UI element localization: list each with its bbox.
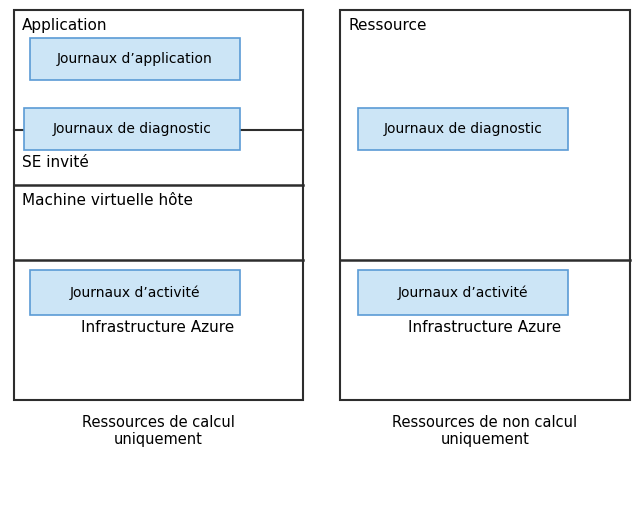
Text: SE invité: SE invité — [22, 155, 89, 170]
Text: Infrastructure Azure: Infrastructure Azure — [82, 320, 234, 335]
Text: Application: Application — [22, 18, 107, 33]
Bar — [30, 270, 240, 315]
Text: Journaux d’activité: Journaux d’activité — [70, 285, 200, 300]
Text: Infrastructure Azure: Infrastructure Azure — [408, 320, 562, 335]
Bar — [358, 108, 568, 150]
Text: Journaux de diagnostic: Journaux de diagnostic — [53, 122, 211, 136]
Text: Ressources de calcul
uniquement: Ressources de calcul uniquement — [82, 415, 234, 448]
Bar — [24, 108, 240, 150]
Text: Journaux de diagnostic: Journaux de diagnostic — [383, 122, 542, 136]
Bar — [14, 10, 303, 400]
Text: Ressource: Ressource — [348, 18, 426, 33]
Text: Journaux d’activité: Journaux d’activité — [398, 285, 528, 300]
Text: Ressources de non calcul
uniquement: Ressources de non calcul uniquement — [392, 415, 578, 448]
Bar — [30, 38, 240, 80]
Text: Journaux d’application: Journaux d’application — [57, 52, 213, 66]
Bar — [358, 270, 568, 315]
Bar — [340, 10, 630, 400]
Text: Machine virtuelle hôte: Machine virtuelle hôte — [22, 193, 193, 208]
